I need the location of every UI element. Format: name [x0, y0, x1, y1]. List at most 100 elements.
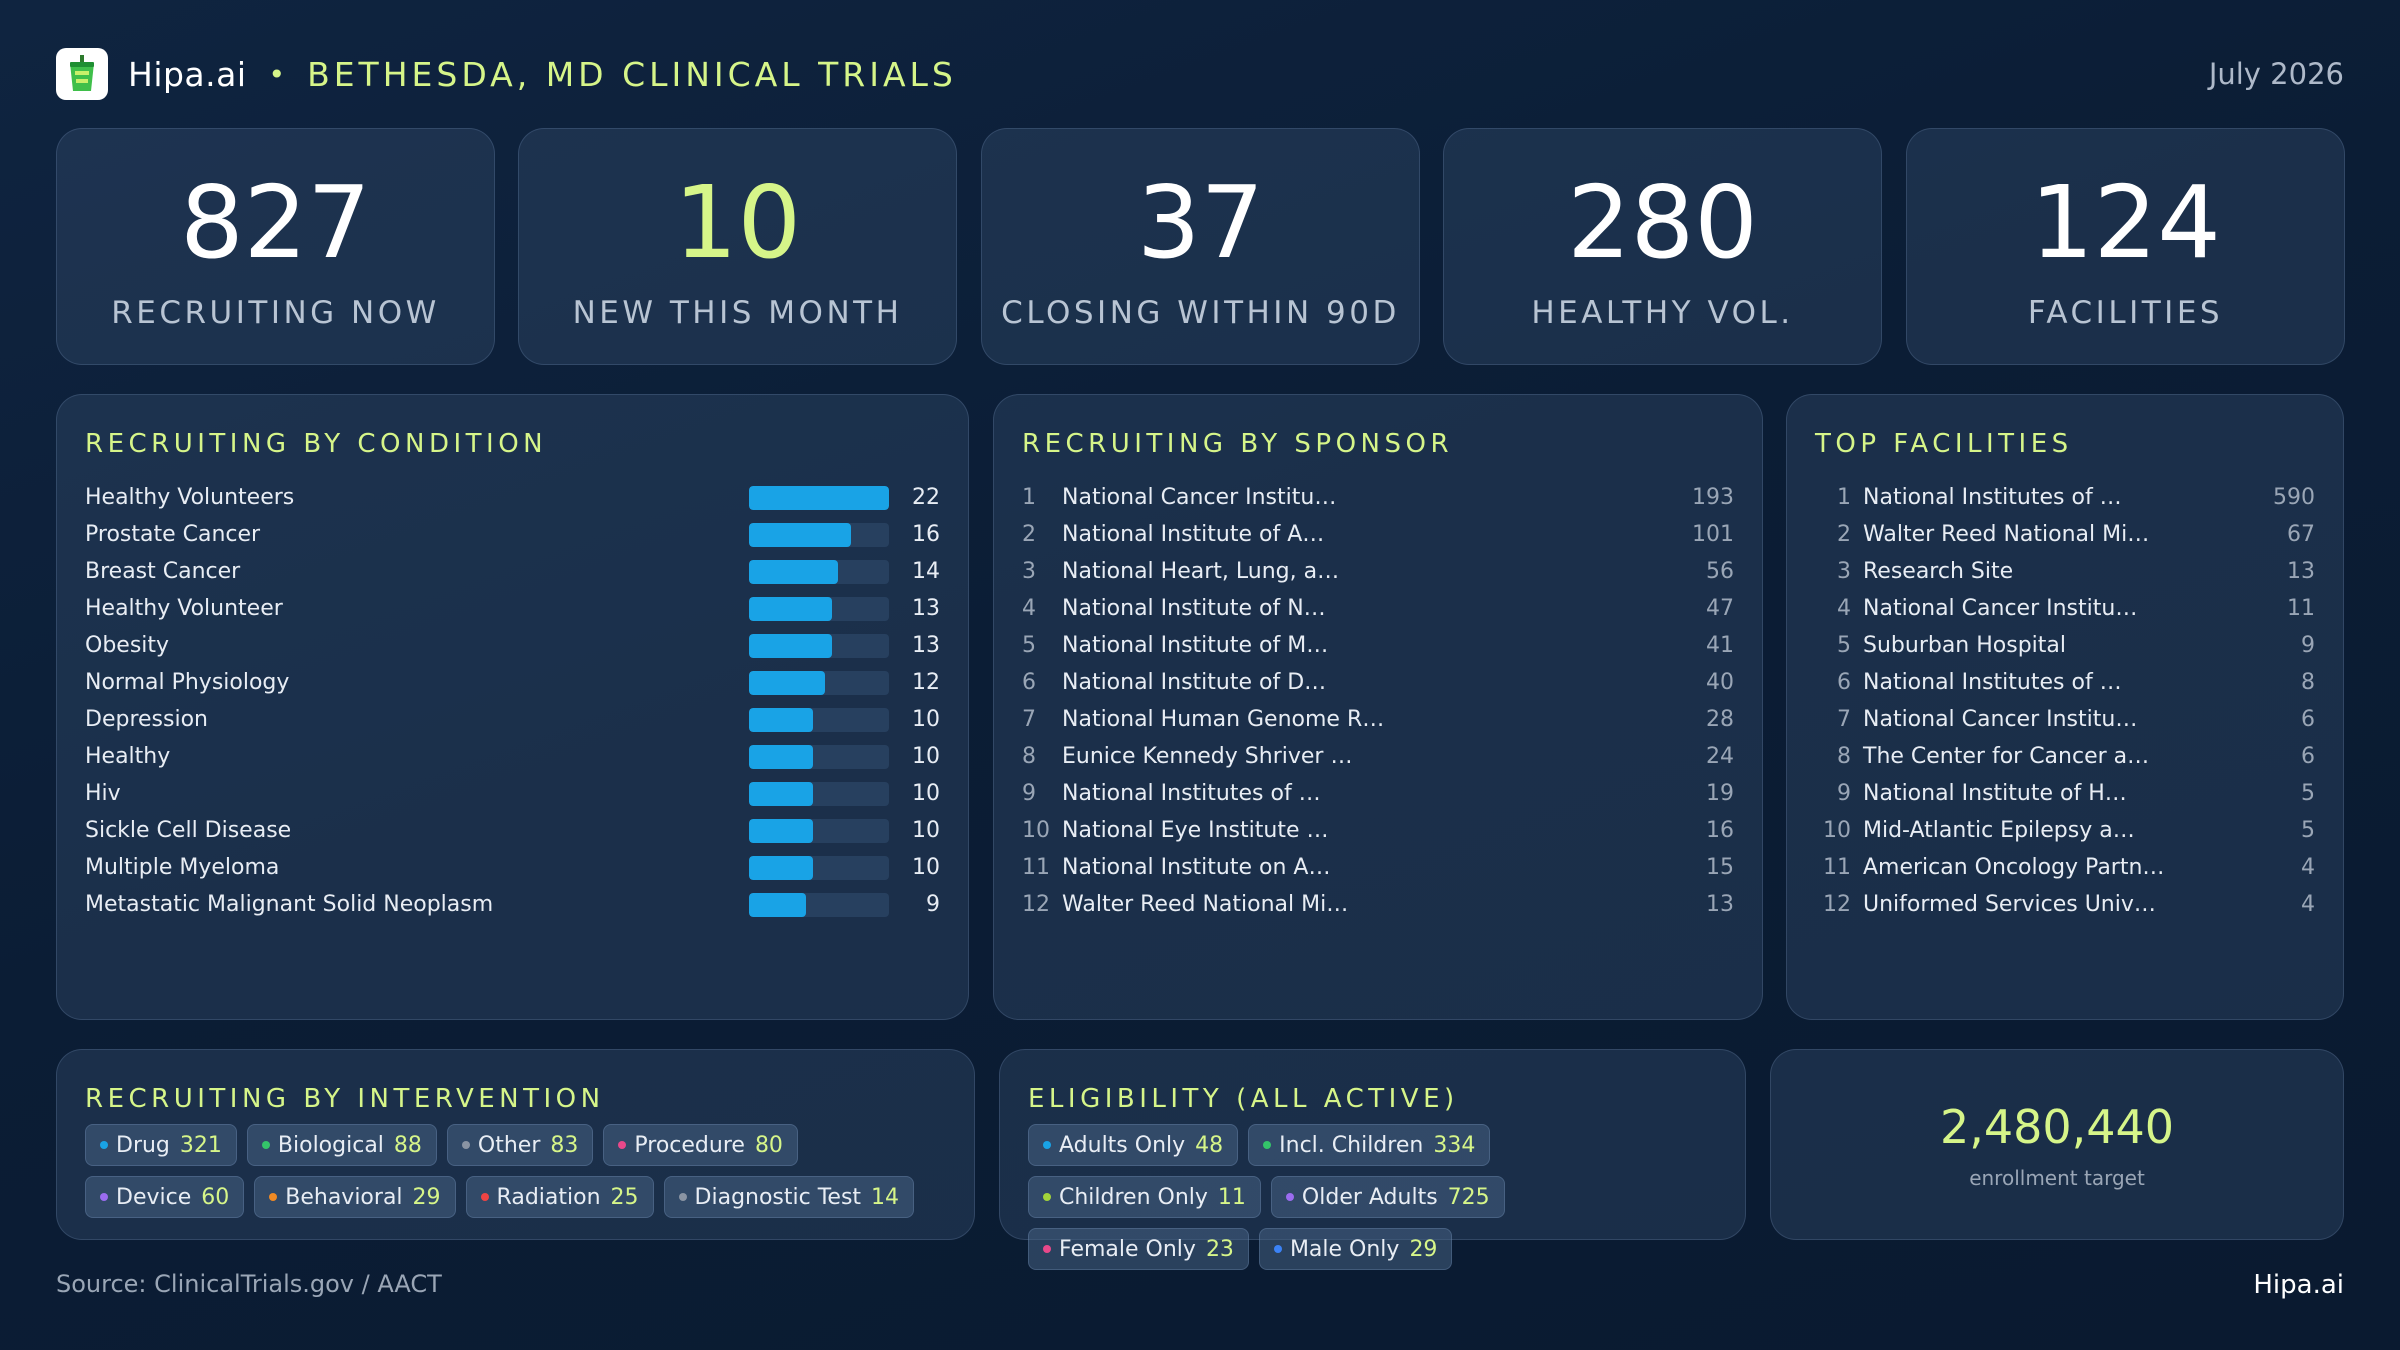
intervention-count: 83	[550, 1132, 579, 1158]
intervention-chip: Biological 88	[246, 1124, 437, 1166]
eligibility-name: Incl. Children	[1279, 1132, 1424, 1158]
facility-name: National Institutes of …	[1863, 485, 2122, 510]
facility-rank: 6	[1837, 670, 1851, 695]
intervention-name: Biological	[277, 1132, 384, 1158]
condition-count: 14	[912, 559, 940, 584]
sponsor-count: 16	[1706, 818, 1734, 843]
condition-row: Sickle Cell Disease 10	[85, 812, 940, 849]
condition-name: Depression	[85, 707, 208, 732]
sponsor-row: 9 National Institutes of … 19	[1022, 775, 1734, 812]
intervention-name: Other	[477, 1132, 541, 1158]
condition-name: Breast Cancer	[85, 559, 241, 584]
eligibility-count: 725	[1447, 1184, 1490, 1210]
condition-count: 22	[912, 485, 940, 510]
sponsor-name: National Institute of A…	[1062, 522, 1325, 547]
enrollment-value: 2,480,440	[1939, 1100, 2175, 1154]
facility-rank: 3	[1837, 559, 1851, 584]
condition-bar	[749, 670, 826, 695]
status-dot-icon	[678, 1193, 687, 1201]
kpi-label: NEW THIS MONTH	[572, 295, 903, 331]
intervention-name: Procedure	[634, 1132, 745, 1158]
sponsor-name: National Human Genome R…	[1062, 707, 1385, 732]
status-dot-icon	[100, 1193, 108, 1201]
intervention-count: 80	[754, 1132, 783, 1158]
sponsor-row: 11 National Institute on A… 15	[1022, 849, 1734, 886]
kpi-value: 37	[1136, 164, 1265, 281]
facility-row: 11 American Oncology Partn… 4	[1815, 849, 2315, 886]
facility-row: 9 National Institute of H… 5	[1815, 775, 2315, 812]
sponsor-count: 28	[1706, 707, 1734, 732]
facilities-panel: TOP FACILITIES 1 National Institutes of ……	[1786, 394, 2344, 1020]
sponsor-panel: RECRUITING BY SPONSOR 1 National Cancer I…	[993, 394, 1763, 1020]
condition-count: 10	[912, 707, 940, 732]
sponsor-row: 4 National Institute of N… 47	[1022, 590, 1734, 627]
sponsor-rank: 8	[1022, 744, 1036, 769]
facility-count: 8	[2301, 670, 2315, 695]
intervention-panel: RECRUITING BY INTERVENTION Drug 321 Biolog…	[56, 1049, 975, 1240]
status-dot-icon	[1043, 1193, 1051, 1201]
condition-panel: RECRUITING BY CONDITION Healthy Voluntee…	[56, 394, 969, 1020]
enrollment-label: enrollment target	[1969, 1166, 2145, 1190]
condition-row: Hiv 10	[85, 775, 940, 812]
status-dot-icon	[461, 1141, 470, 1149]
sponsor-row: 7 National Human Genome R… 28	[1022, 701, 1734, 738]
facility-rank: 1	[1837, 485, 1851, 510]
facility-name: National Cancer Institu…	[1863, 596, 2138, 621]
intervention-count: 88	[393, 1132, 422, 1158]
intervention-name: Diagnostic Test	[694, 1184, 862, 1210]
condition-name: Healthy Volunteers	[85, 485, 295, 510]
sponsor-name: National Institute of N…	[1062, 596, 1326, 621]
intervention-name: Behavioral	[285, 1184, 403, 1210]
facility-name: The Center for Cancer a…	[1863, 744, 2150, 769]
sponsor-rank: 4	[1022, 596, 1036, 621]
facility-rank: 11	[1823, 855, 1851, 880]
intervention-name: Drug	[116, 1132, 170, 1158]
footer-brand: Hipa.ai	[2253, 1270, 2344, 1300]
facility-count: 590	[2273, 485, 2315, 510]
condition-count: 10	[912, 818, 940, 843]
facility-rank: 7	[1837, 707, 1851, 732]
eligibility-chip: Adults Only 48	[1028, 1124, 1239, 1166]
condition-bar	[749, 781, 813, 806]
facility-count: 6	[2301, 744, 2315, 769]
intervention-count: 14	[871, 1184, 900, 1210]
condition-row: Multiple Myeloma 10	[85, 849, 940, 886]
kpi-value: 124	[2030, 164, 2221, 281]
condition-bar-track	[749, 596, 889, 621]
sponsor-rank: 5	[1022, 633, 1036, 658]
condition-bar	[749, 633, 832, 658]
sponsor-count: 19	[1706, 781, 1734, 806]
condition-bar-track	[749, 781, 889, 806]
sponsor-row: 2 National Institute of A… 101	[1022, 516, 1734, 553]
facility-row: 10 Mid-Atlantic Epilepsy a… 5	[1815, 812, 2315, 849]
panel-title: ELIGIBILITY (ALL ACTIVE)	[1028, 1084, 1459, 1114]
intervention-chip: Drug 321	[85, 1124, 237, 1166]
condition-bar	[749, 744, 813, 769]
intervention-chips: Drug 321 Biological 88 Other 83 Procedure 80 Dev…	[85, 1124, 946, 1218]
sponsor-name: National Eye Institute …	[1062, 818, 1329, 843]
sponsor-rank: 3	[1022, 559, 1036, 584]
condition-bar-track	[749, 744, 889, 769]
enrollment-panel: 2,480,440 enrollment target	[1770, 1049, 2344, 1240]
intervention-chip: Other 83	[446, 1124, 594, 1166]
sponsor-count: 15	[1706, 855, 1734, 880]
condition-name: Hiv	[85, 781, 121, 806]
eligibility-name: Female Only	[1059, 1236, 1196, 1262]
facility-rank: 8	[1837, 744, 1851, 769]
condition-count: 13	[912, 633, 940, 658]
sponsor-rank: 11	[1022, 855, 1050, 880]
facility-count: 9	[2301, 633, 2315, 658]
condition-name: Sickle Cell Disease	[85, 818, 292, 843]
facility-count: 5	[2301, 781, 2315, 806]
intervention-chip: Device 60	[85, 1176, 245, 1218]
kpi-value: 827	[180, 164, 371, 281]
facility-name: National Institute of H…	[1863, 781, 2127, 806]
facility-name: Walter Reed National Mi…	[1863, 522, 2150, 547]
status-dot-icon	[618, 1141, 627, 1149]
eligibility-chips: Adults Only 48 Incl. Children 334 Children O…	[1028, 1124, 1717, 1270]
condition-row: Depression 10	[85, 701, 940, 738]
sponsor-rank: 6	[1022, 670, 1036, 695]
brand-name: Hipa.ai	[128, 54, 247, 94]
condition-row: Normal Physiology 12	[85, 664, 940, 701]
facility-rank: 9	[1837, 781, 1851, 806]
